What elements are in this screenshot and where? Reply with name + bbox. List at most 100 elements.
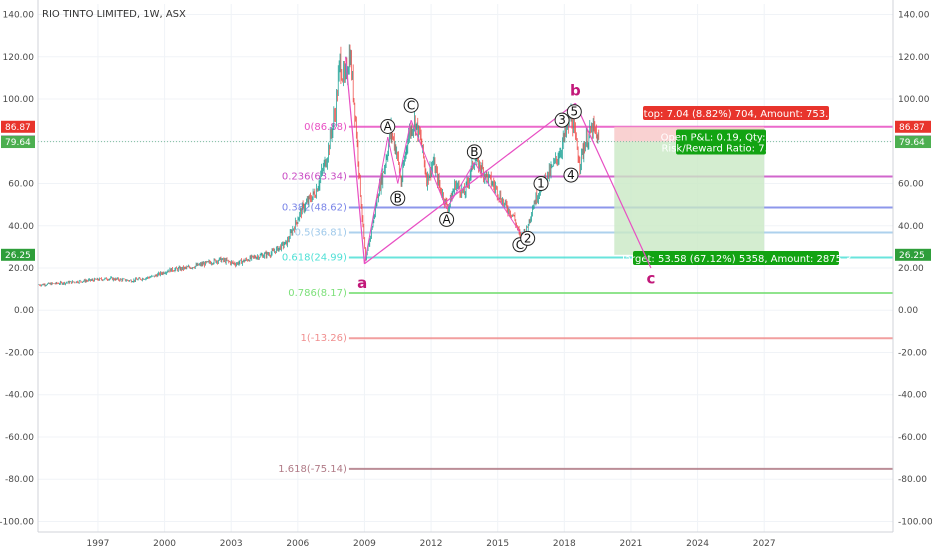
pnl-info-box-text: Risk/Reward Ratio: 7.61 [661,144,780,155]
target-info-box-bg [633,251,839,265]
y-tick-label-right: 0.00 [898,306,918,316]
y-tick-label-right: 20.00 [898,264,924,274]
y-tick-label-right: -20.00 [898,348,927,358]
wave-label: 4 [567,168,575,182]
wave-label: B [470,145,478,159]
x-tick-label: 1997 [87,539,110,549]
wave-label: B [394,191,402,205]
y-tick-label-left: -80.00 [5,475,34,485]
wave-label-circle [533,176,549,192]
wave-label: 2 [524,231,532,245]
wave-line [344,56,366,264]
price-tag-right [895,136,931,149]
y-tick-label-left: -20.00 [5,348,34,358]
wave-segment [363,136,389,264]
target-info-box-text: Target: 53.58 (67.12%) 5358, Amount: 287… [619,254,851,265]
x-tick-label: 2024 [686,539,709,549]
fib-level-label: 0.5(36.81) [295,227,347,238]
wave-label-circle [403,97,419,113]
fib-level-label: 1.618(-75.14) [278,464,347,475]
wave-label-circle [466,144,482,160]
fib-level-label: 0.382(48.62) [282,203,347,214]
wave-label: C [407,98,415,112]
x-tick-label: 2012 [420,539,443,549]
y-tick-label-right: -60.00 [898,433,927,443]
y-tick-label-right: -40.00 [898,391,927,401]
pnl-info-box-text: Open P&L: 0.19, Qty: 35 [661,133,782,144]
x-tick-label: 2000 [153,539,176,549]
target-info-box: Target: 53.58 (67.12%) 5358, Amount: 287… [619,251,852,265]
short-position-tool[interactable]: Stop: 7.04 (8.82%) 704, Amount: 753.6 Tar… [38,106,893,265]
chart-title: RIO TINTO LIMITED, 1W, ASX [42,9,186,20]
y-tick-label-right: 60.00 [898,180,924,190]
wave-label: C [516,238,524,252]
price-tag-right-text: 26.25 [899,251,925,261]
wave-label: 3 [558,113,566,127]
y-tick-label-left: 60.00 [8,180,34,190]
wave-line [574,103,652,269]
y-tick-label-right: -80.00 [898,475,927,485]
pnl-info-box-bg [676,129,766,155]
y-tick-label-left: -40.00 [5,391,34,401]
x-tick-label: 2021 [619,539,642,549]
wave-label-circle [566,104,582,120]
x-tick-label: 2006 [286,539,309,549]
wave-label-circle [439,211,455,227]
x-tick-label: 2015 [486,539,509,549]
stop-info-box: Stop: 7.04 (8.82%) 704, Amount: 753.6 [637,106,835,120]
y-tick-label-left: 140.00 [3,11,35,21]
x-tick-label: 2018 [553,539,576,549]
price-tag-left-text: 86.87 [5,123,31,133]
wave-segment [397,120,412,184]
wave-label-circle [563,167,579,183]
wave-segment [387,136,399,184]
y-tick-label-right: 100.00 [898,95,930,105]
y-tick-label-left: 120.00 [3,53,35,63]
wave-label: A [384,119,393,133]
wave-label: 5 [570,105,578,119]
y-tick-label-left: 40.00 [8,222,34,232]
wave-line [364,102,576,265]
fib-level-label: 0.786(8.17) [288,288,347,299]
x-tick-label: 2003 [220,539,243,549]
wave-degree-label: a [357,274,367,292]
y-tick-label-left: -60.00 [5,433,34,443]
wave-label-circle [520,230,536,246]
price-tag-left-text: 26.25 [5,251,31,261]
price-tag-left-text: 79.64 [5,138,31,148]
wave-label: 1 [537,177,545,191]
take-profit-zone [614,141,765,255]
grid-lines [38,4,893,532]
elliott-wave-lines [344,56,652,269]
y-tick-label-left: 0.00 [14,306,34,316]
price-tag-left [1,136,35,149]
y-tick-label-left: 20.00 [8,264,34,274]
wave-degree-label: c [646,270,655,288]
wave-segment [446,162,475,210]
price-tag-right [895,120,931,133]
fib-level-label: 0(86.88) [304,122,347,133]
price-tag-left [1,248,35,261]
y-tick-label-right: 40.00 [898,222,924,232]
fib-level-label: 0.236(63.34) [282,171,347,182]
stop-info-box-bg [643,106,829,120]
wave-label: A [443,212,452,226]
x-tick-label: 2027 [753,539,776,549]
price-tag-right-text: 79.64 [899,138,925,148]
wave-label-circle [380,118,396,134]
y-tick-label-left: 100.00 [3,95,35,105]
stop-info-box-text: Stop: 7.04 (8.82%) 704, Amount: 753.6 [637,109,834,120]
y-tick-label-right: 120.00 [898,53,930,63]
fib-level-label: 1(-13.26) [301,333,348,344]
wave-label-circle [554,112,570,128]
fib-level-label: 0.618(24.99) [282,252,347,263]
wave-degree-label: b [570,82,581,100]
x-tick-label: 2009 [353,539,376,549]
price-tag-left [1,120,35,133]
wave-label-circle [390,190,406,206]
